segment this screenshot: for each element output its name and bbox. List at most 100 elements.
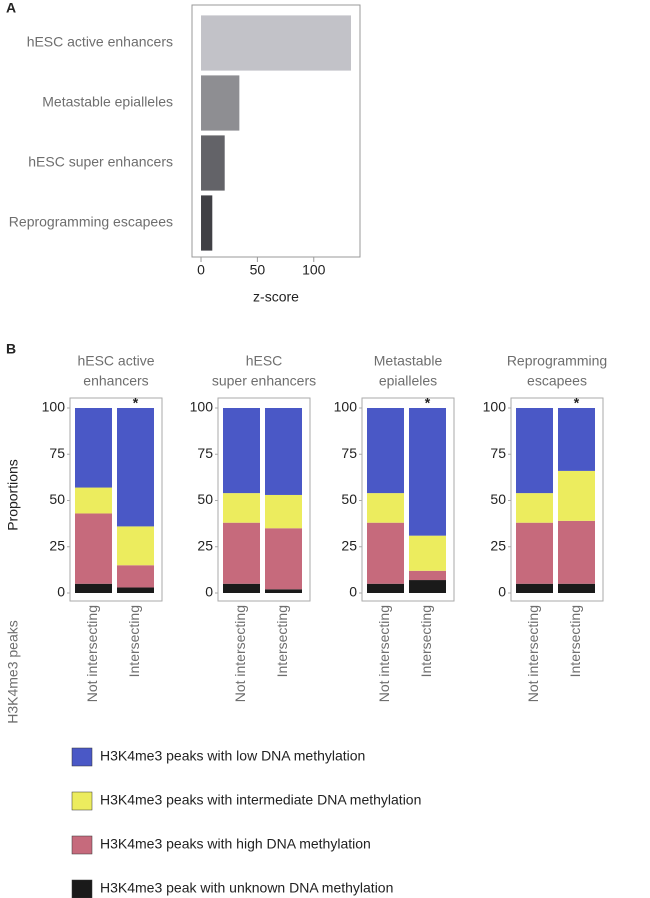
bar (201, 195, 213, 251)
plot-frame (361, 397, 455, 602)
panel-title: Metastable (374, 353, 443, 369)
plot-frame (510, 397, 604, 602)
bar-segment (409, 570, 446, 581)
panel-label: B (6, 341, 16, 357)
y-tick-label: Metastable epialleles (42, 94, 173, 110)
bar-segment (367, 408, 404, 494)
x-tick-label: Not intersecting (376, 605, 392, 702)
x-tick-label: Intersecting (567, 605, 583, 677)
x-tick-label: 100 (302, 262, 326, 278)
y-tick-label: 100 (190, 399, 214, 415)
legend-label: H3K4me3 peaks with intermediate DNA meth… (100, 792, 421, 808)
bar-segment (516, 522, 553, 584)
y-tick-label: 100 (42, 399, 66, 415)
plot-frame (69, 397, 163, 602)
y-tick-label: 50 (490, 491, 506, 507)
plot-frame (191, 4, 361, 258)
bar-segment (265, 589, 302, 593)
bar-segment (223, 583, 260, 593)
significance-mark: * (425, 395, 431, 411)
x-tick-label: Intersecting (418, 605, 434, 677)
bar-segment (75, 487, 112, 514)
bar-segment (409, 408, 446, 536)
y-tick-label: 75 (49, 445, 65, 461)
bar-segment (223, 408, 260, 494)
y-tick-label: 0 (349, 584, 357, 600)
bar-segment (223, 522, 260, 584)
y-tick-label: hESC active enhancers (27, 34, 173, 50)
y-axis-label: Proportions (5, 459, 21, 531)
legend-swatch (71, 879, 93, 898)
y-tick-label: Reprogramming escapees (9, 214, 173, 230)
bar-segment (558, 470, 595, 521)
bar-segment (75, 583, 112, 593)
y-tick-label: 0 (498, 584, 506, 600)
x-axis-label: H3K4me3 peaks (5, 620, 21, 724)
bar-segment (367, 522, 404, 584)
panel-label: A (6, 0, 16, 16)
panel-title: escapees (527, 373, 587, 389)
bar-segment (558, 583, 595, 593)
bar-segment (367, 583, 404, 593)
bar (201, 135, 225, 191)
bar-segment (265, 528, 302, 590)
y-tick-label: 50 (49, 491, 65, 507)
legend-swatch (71, 747, 93, 767)
x-tick-label: Not intersecting (232, 605, 248, 702)
y-tick-label: 100 (334, 399, 358, 415)
bar-segment (117, 587, 154, 593)
bar-segment (516, 493, 553, 523)
bar-segment (409, 580, 446, 593)
x-tick-label: 0 (197, 262, 205, 278)
significance-mark: * (574, 395, 580, 411)
y-tick-label: 50 (341, 491, 357, 507)
y-tick-label: 25 (197, 537, 213, 553)
legend-label: H3K4me3 peak with unknown DNA methylatio… (100, 880, 393, 896)
panel-title: Reprogramming (507, 353, 607, 369)
bar-segment (117, 408, 154, 527)
legend-label: H3K4me3 peaks with low DNA methylation (100, 748, 365, 764)
y-tick-label: 0 (57, 584, 65, 600)
bar-segment (409, 535, 446, 571)
x-tick-label: Intersecting (274, 605, 290, 677)
y-tick-label: 75 (341, 445, 357, 461)
significance-mark: * (133, 395, 139, 411)
legend-swatch (71, 791, 93, 811)
legend-label: H3K4me3 peaks with high DNA methylation (100, 836, 371, 852)
bar-segment (516, 583, 553, 593)
bar-segment (516, 408, 553, 494)
bar-segment (265, 408, 302, 495)
y-tick-label: 25 (49, 537, 65, 553)
y-tick-label: 0 (205, 584, 213, 600)
panel-title: epialleles (379, 373, 437, 389)
bar-segment (117, 565, 154, 588)
y-tick-label: 75 (197, 445, 213, 461)
panel-title: enhancers (83, 373, 148, 389)
bar-segment (265, 494, 302, 529)
bar-segment (75, 513, 112, 584)
y-tick-label: 25 (490, 537, 506, 553)
y-tick-label: 50 (197, 491, 213, 507)
bar (201, 75, 240, 131)
bar-segment (75, 408, 112, 488)
panel-title: super enhancers (212, 373, 316, 389)
y-tick-label: hESC super enhancers (28, 154, 173, 170)
x-axis-label: z-score (253, 289, 299, 305)
legend-swatch (71, 835, 93, 855)
bar-segment (367, 493, 404, 523)
y-tick-label: 75 (490, 445, 506, 461)
x-tick-label: Not intersecting (84, 605, 100, 702)
x-tick-label: Intersecting (126, 605, 142, 677)
bar (201, 15, 351, 71)
bar-segment (223, 493, 260, 523)
bar-segment (558, 520, 595, 584)
bar-segment (558, 408, 595, 471)
x-tick-label: 50 (250, 262, 266, 278)
y-tick-label: 100 (483, 399, 507, 415)
panel-title: hESC (246, 353, 283, 369)
bar-segment (117, 526, 154, 566)
x-tick-label: Not intersecting (525, 605, 541, 702)
plot-frame (217, 397, 311, 602)
